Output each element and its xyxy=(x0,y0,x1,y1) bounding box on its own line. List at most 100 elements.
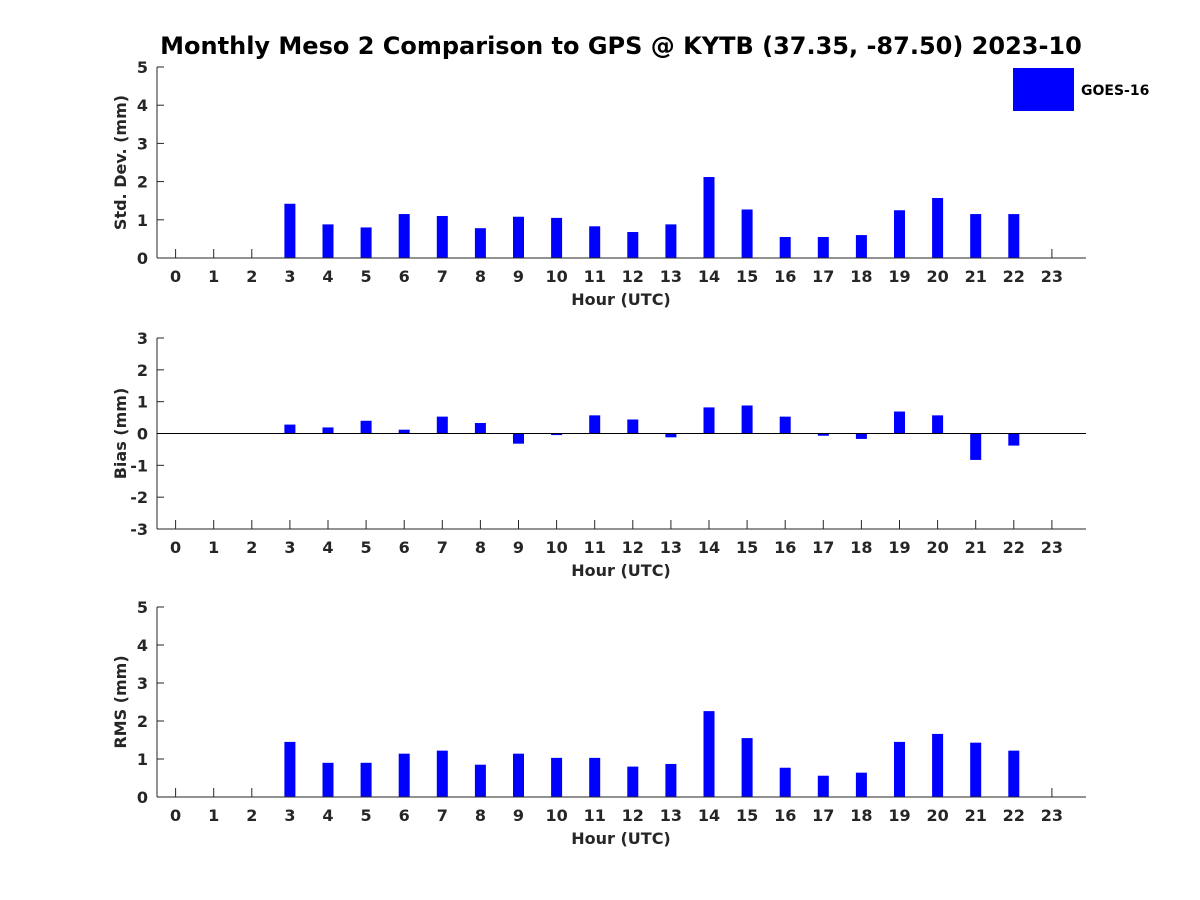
legend-swatch xyxy=(1013,68,1074,111)
y-tick-label: 1 xyxy=(137,393,148,412)
x-axis-label: Hour (UTC) xyxy=(571,290,671,309)
bar-std-hour-17 xyxy=(817,236,829,258)
x-tick-label: 1 xyxy=(208,267,219,286)
bar-std-hour-10 xyxy=(551,217,563,258)
y-tick-label: 0 xyxy=(137,788,148,807)
bar-rms-hour-17 xyxy=(817,775,829,797)
x-tick-label: 2 xyxy=(246,538,257,557)
y-tick-label: -2 xyxy=(130,488,148,507)
x-tick-label: 11 xyxy=(584,806,606,825)
x-tick-label: 9 xyxy=(513,267,524,286)
bar-bias-hour-15 xyxy=(741,405,753,434)
bar-rms-hour-12 xyxy=(627,766,639,797)
bar-rms-hour-18 xyxy=(855,772,867,797)
bar-rms-hour-7 xyxy=(436,750,448,797)
y-axis-label: Std. Dev. (mm) xyxy=(111,95,130,230)
x-tick-label: 21 xyxy=(965,267,987,286)
x-tick-label: 18 xyxy=(850,267,872,286)
bar-bias-hour-7 xyxy=(436,416,448,434)
x-tick-label: 17 xyxy=(812,538,834,557)
y-tick-label: 1 xyxy=(137,211,148,230)
x-tick-label: 9 xyxy=(513,806,524,825)
bar-std-hour-22 xyxy=(1008,214,1020,258)
x-tick-label: 4 xyxy=(322,267,333,286)
bar-rms-hour-3 xyxy=(284,741,296,797)
bar-rms-hour-5 xyxy=(360,762,372,797)
bar-bias-hour-5 xyxy=(360,420,372,434)
x-tick-label: 13 xyxy=(660,538,682,557)
x-tick-label: 2 xyxy=(246,806,257,825)
x-tick-label: 8 xyxy=(475,538,486,557)
x-tick-label: 6 xyxy=(399,267,410,286)
x-tick-label: 7 xyxy=(437,538,448,557)
bar-rms-hour-21 xyxy=(970,742,982,797)
y-tick-label: 4 xyxy=(137,96,148,115)
chart-title: Monthly Meso 2 Comparison to GPS @ KYTB … xyxy=(160,32,1082,60)
x-tick-label: 18 xyxy=(850,806,872,825)
y-axis-label: RMS (mm) xyxy=(111,655,130,748)
x-tick-label: 21 xyxy=(965,806,987,825)
x-axis-label: Hour (UTC) xyxy=(571,561,671,580)
y-tick-label: 5 xyxy=(137,58,148,77)
x-tick-label: 13 xyxy=(660,267,682,286)
x-tick-label: 1 xyxy=(208,806,219,825)
x-tick-label: 1 xyxy=(208,538,219,557)
x-tick-label: 19 xyxy=(888,267,910,286)
x-tick-label: 19 xyxy=(888,806,910,825)
y-tick-label: 0 xyxy=(137,425,148,444)
x-tick-label: 16 xyxy=(774,806,796,825)
x-tick-label: 18 xyxy=(850,538,872,557)
x-tick-label: 8 xyxy=(475,267,486,286)
x-tick-label: 19 xyxy=(888,538,910,557)
x-tick-label: 23 xyxy=(1041,806,1063,825)
y-tick-label: 5 xyxy=(137,598,148,617)
bar-bias-hour-22 xyxy=(1008,433,1020,446)
x-tick-label: 6 xyxy=(399,538,410,557)
x-tick-label: 12 xyxy=(622,267,644,286)
y-tick-label: -3 xyxy=(130,520,148,539)
x-axis-label: Hour (UTC) xyxy=(571,829,671,848)
y-tick-label: 3 xyxy=(137,674,148,693)
x-tick-label: 16 xyxy=(774,267,796,286)
x-tick-label: 4 xyxy=(322,538,333,557)
x-tick-label: 23 xyxy=(1041,267,1063,286)
bar-rms-hour-15 xyxy=(741,738,753,797)
x-tick-label: 10 xyxy=(545,538,567,557)
x-tick-label: 0 xyxy=(170,806,181,825)
y-tick-label: 1 xyxy=(137,750,148,769)
y-tick-label: 0 xyxy=(137,249,148,268)
bar-std-hour-19 xyxy=(894,210,905,258)
bar-std-hour-14 xyxy=(703,177,715,258)
y-axis-label: Bias (mm) xyxy=(111,388,130,480)
y-tick-label: 3 xyxy=(137,134,148,153)
bar-std-hour-13 xyxy=(665,224,677,258)
bar-bias-hour-4 xyxy=(322,427,334,434)
y-tick-label: 2 xyxy=(137,361,148,380)
y-tick-label: 2 xyxy=(137,712,148,731)
legend: GOES-16 xyxy=(1013,68,1149,111)
x-tick-label: 14 xyxy=(698,806,720,825)
bar-std-hour-4 xyxy=(322,224,334,258)
x-tick-label: 10 xyxy=(545,806,567,825)
bar-bias-hour-21 xyxy=(970,433,982,460)
bar-bias-hour-9 xyxy=(513,433,524,444)
y-tick-label: 4 xyxy=(137,636,148,655)
bar-std-hour-3 xyxy=(284,203,296,258)
x-tick-label: 14 xyxy=(698,538,720,557)
bar-std-hour-5 xyxy=(360,227,372,258)
x-tick-label: 3 xyxy=(284,267,295,286)
bar-bias-hour-18 xyxy=(855,433,867,439)
x-tick-label: 15 xyxy=(736,806,758,825)
bar-std-hour-12 xyxy=(627,232,639,258)
bar-rms-hour-16 xyxy=(779,767,791,797)
bar-rms-hour-13 xyxy=(665,763,677,797)
bar-bias-hour-3 xyxy=(284,424,296,434)
x-tick-label: 10 xyxy=(545,267,567,286)
bar-bias-hour-19 xyxy=(894,411,905,434)
bar-std-hour-6 xyxy=(398,214,410,258)
x-tick-label: 20 xyxy=(926,806,948,825)
x-tick-label: 15 xyxy=(736,267,758,286)
